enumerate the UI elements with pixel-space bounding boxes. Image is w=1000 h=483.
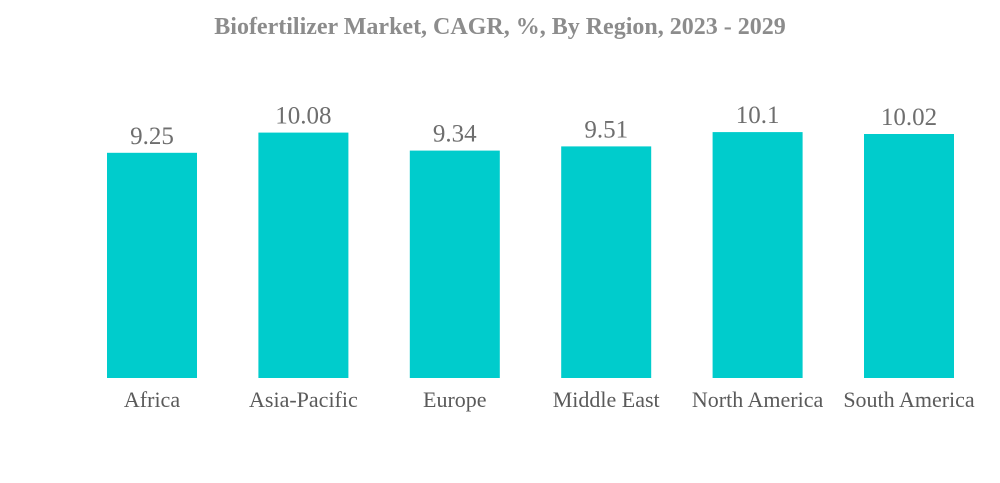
bars-layer: [107, 132, 954, 378]
bar-north-america: [712, 132, 803, 378]
value-label-south-america: 10.02: [881, 104, 937, 131]
labels-layer: 9.25 Africa 10.08 Asia-Pacific 9.34 Europe 9.5…: [124, 102, 975, 412]
bar-middle-east: [561, 146, 652, 378]
category-label-middle-east: Middle East: [553, 387, 660, 412]
chart-title: Biofertilizer Market, CAGR, %, By Region…: [214, 14, 786, 40]
category-label-south-america: South America: [843, 387, 975, 412]
value-label-middle-east: 9.51: [584, 116, 628, 143]
bar-europe: [409, 150, 500, 378]
category-label-africa: Africa: [124, 387, 180, 412]
bar-africa: [107, 152, 197, 378]
category-label-asia-pacific: Asia-Pacific: [249, 387, 358, 412]
value-label-asia-pacific: 10.08: [275, 103, 331, 130]
category-label-north-america: North America: [692, 387, 824, 412]
value-label-north-america: 10.1: [736, 102, 780, 129]
value-label-africa: 9.25: [130, 123, 174, 150]
bar-asia-pacific: [258, 132, 349, 378]
category-label-europe: Europe: [423, 387, 487, 412]
value-label-europe: 9.34: [433, 121, 477, 148]
bar-south-america: [864, 134, 954, 378]
